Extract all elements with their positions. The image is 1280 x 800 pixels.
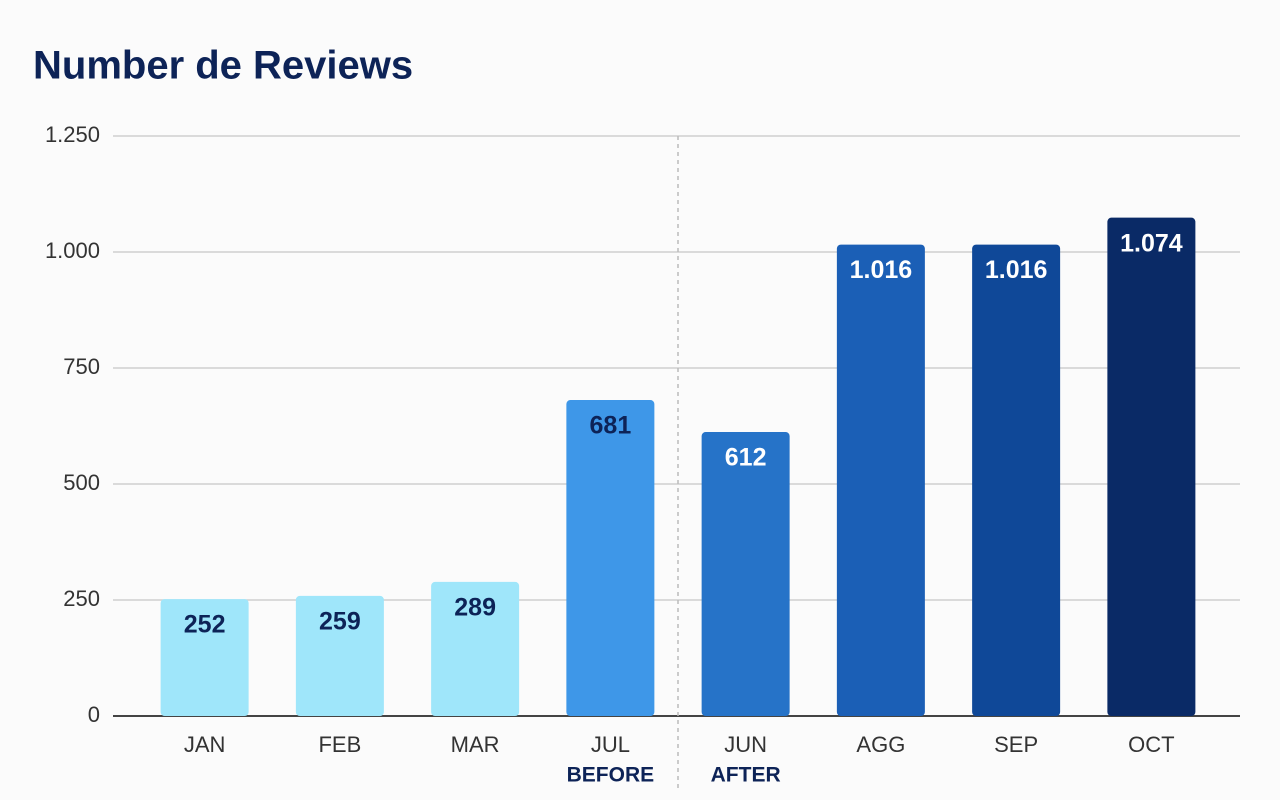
bar (160, 599, 249, 716)
x-tick-label: JUL (591, 732, 630, 757)
bar (836, 244, 925, 717)
y-tick-label: 750 (63, 354, 100, 379)
data-label: 1.074 (1120, 229, 1183, 257)
data-label: 252 (184, 611, 226, 639)
bar (972, 244, 1061, 717)
y-tick-label: 250 (63, 586, 100, 611)
y-tick-label: 500 (63, 470, 100, 495)
y-tick-label: 0 (88, 702, 100, 727)
y-tick-label: 1.000 (45, 238, 100, 263)
data-label: 612 (725, 444, 767, 472)
data-label: 1.016 (985, 256, 1048, 284)
bar (431, 581, 520, 716)
chart-title: Number de Reviews (33, 44, 413, 88)
bar (1107, 217, 1196, 716)
annotation: BEFORE (567, 764, 655, 787)
bar (295, 595, 384, 716)
data-label: 1.016 (850, 256, 913, 284)
x-tick-label: JUN (724, 732, 767, 757)
x-tick-label: OCT (1128, 732, 1174, 757)
x-tick-label: MAR (451, 732, 500, 757)
bar (566, 400, 655, 716)
bar (701, 432, 790, 716)
x-tick-label: SEP (994, 732, 1038, 757)
y-tick-label: 1.250 (45, 122, 100, 147)
annotation: AFTER (711, 764, 781, 787)
data-label: 681 (590, 412, 632, 440)
x-tick-label: AGG (856, 732, 905, 757)
data-label: 289 (454, 594, 496, 622)
data-label: 259 (319, 607, 361, 635)
x-tick-label: JAN (184, 732, 226, 757)
x-tick-label: FEB (318, 732, 361, 757)
